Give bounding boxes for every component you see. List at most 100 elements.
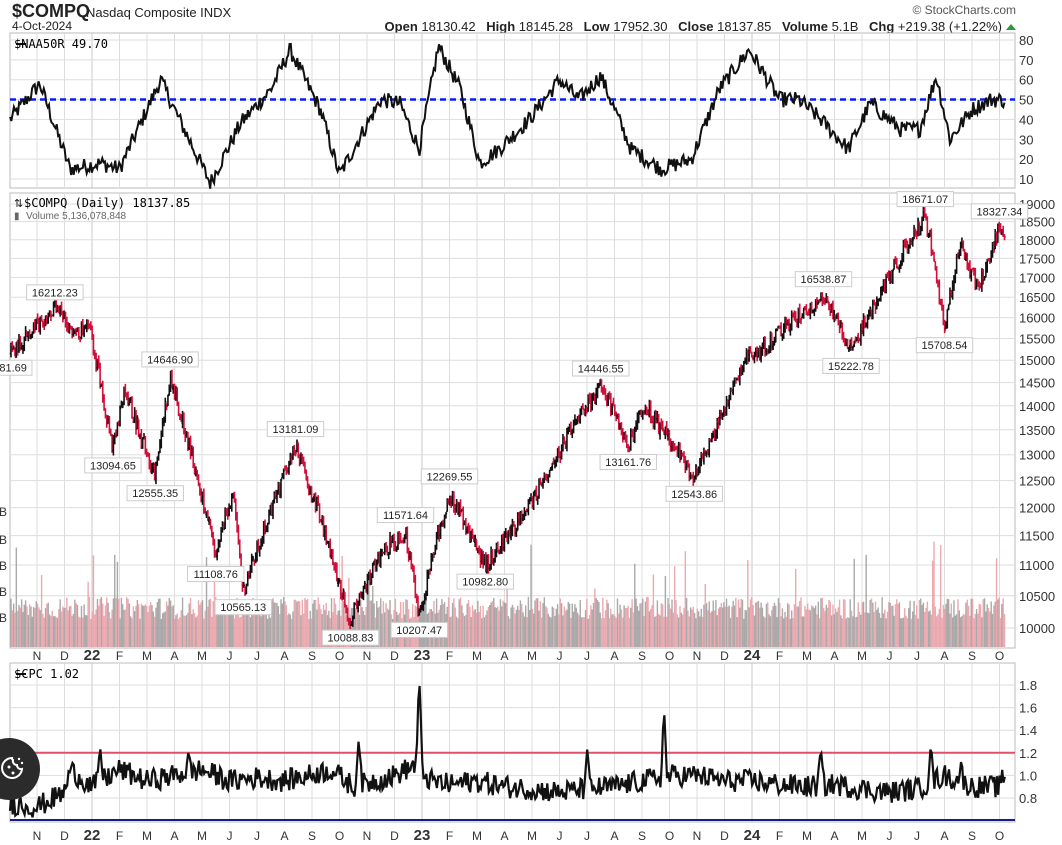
volume-bar [96,598,99,647]
volume-bar [526,617,528,647]
volume-bar [189,597,192,647]
volume-bar [781,608,784,647]
price-annotation: 12555.35 [126,485,184,502]
y-axis-label: 12500 [1019,474,1055,489]
volume-bar [36,603,39,647]
volume-bar [509,618,511,647]
x-axis-label: D [720,649,729,663]
volume-bar [884,609,886,647]
volume-bar [341,555,343,647]
volume-bar [664,575,667,647]
volume-bar [572,611,575,647]
volume-bar [529,609,531,647]
volume-bar [100,597,103,647]
x-axis-label: O [995,829,1004,843]
volume-bar [201,600,204,647]
y-axis-label: 11000 [1019,558,1054,573]
volume-bar [728,605,730,647]
ohlc-bar [295,439,299,453]
volume-bar [483,617,486,647]
volume-bar [967,605,970,647]
volume-bar [534,600,536,647]
volume-bar [817,601,820,647]
volume-bar [933,541,935,647]
volume-bar [626,607,628,647]
volume-bar [650,609,652,647]
volume-axis-label: B [0,505,7,519]
volume-bar [885,618,887,647]
volume-bar [470,616,472,647]
volume-bar [233,618,236,647]
volume-bar [102,603,104,647]
x-axis-label: 23 [414,827,431,844]
volume-bar [84,615,87,647]
ohlc-bar [459,499,462,517]
annotation-box [896,191,954,208]
volume-bar [103,615,105,647]
volume-bar [759,607,761,647]
volume-bar [882,613,885,647]
annotation-box [84,457,142,474]
volume-bar [688,616,690,647]
volume-bar [455,616,458,647]
ohlc-bar [61,310,65,323]
volume-bar [908,608,910,647]
volume-bar [209,598,212,647]
annotation-label: 13161.76 [605,457,651,469]
volume-bar [30,606,32,647]
volume-bar [313,599,315,647]
volume-bar [692,606,694,647]
volume-bar [119,618,121,647]
volume-bar [868,613,870,647]
x-axis-label: S [308,649,316,663]
volume-bar [810,605,813,647]
volume-bar [236,597,238,647]
volume-bar [179,617,181,647]
volume-bar [610,608,612,647]
volume-bar [167,605,169,647]
volume-bar [197,600,200,647]
volume-bar [721,607,724,647]
annotation-label: 10982.80 [462,577,508,589]
volume-bar [79,617,81,647]
volume-bar [556,604,559,647]
x-axis-label: 24 [744,827,761,844]
x-axis-label: A [280,649,288,663]
volume-bar [748,607,750,647]
volume-bar [630,607,632,647]
volume-bar [711,611,713,647]
volume-bar [947,599,950,647]
volume-bar [66,597,68,647]
annotation-label: 12269.55 [427,471,473,483]
volume-bar [773,602,776,647]
volume-bar [94,614,96,647]
volume-bar [930,614,933,647]
volume-bar [164,611,166,647]
volume-bar [925,607,927,647]
annotation-box [599,454,657,471]
price-annotation: 10207.47 [390,621,448,638]
volume-bar [38,607,40,647]
volume-bar [824,611,826,647]
volume-bar [503,602,506,647]
volume-bar [451,602,454,647]
volume-bar [853,558,855,647]
volume-bar [999,618,1002,647]
ohlc-bar [992,241,996,254]
volume-bar [612,614,615,647]
ohlc-bar [294,449,297,457]
main-frame [9,192,1016,649]
price-annotation: 15708.54 [915,337,974,354]
volume-bar [656,600,659,647]
y-axis-label: 0.8 [1019,791,1037,806]
volume-bar [67,610,69,647]
volume-bar [646,597,648,647]
volume-bar [217,608,220,647]
symbol-title: $COMPQ [12,1,91,21]
volume-bar [240,616,242,647]
ohlc-bar [947,303,950,311]
volume-bar [486,610,488,647]
volume-bar [203,618,205,647]
volume-bar [703,604,705,647]
volume-bar [83,604,85,647]
